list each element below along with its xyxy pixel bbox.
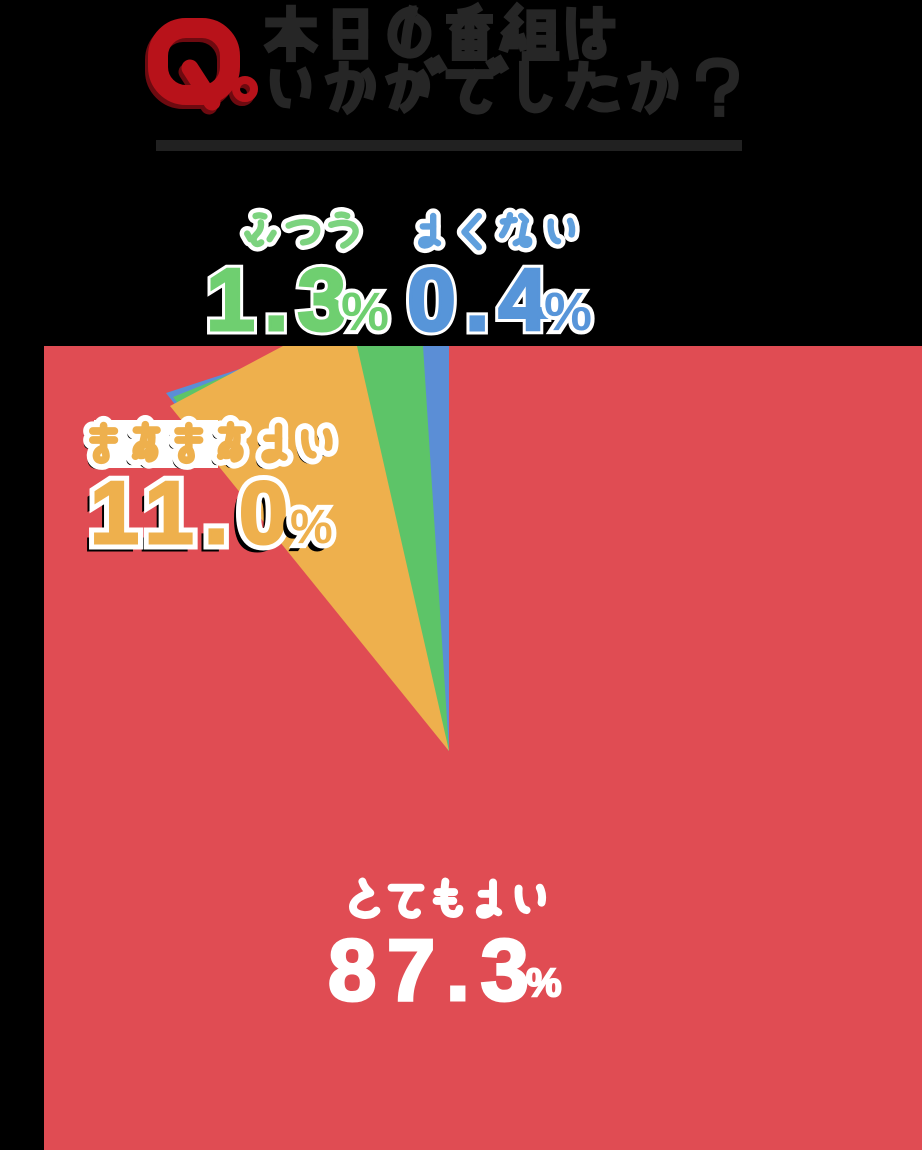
svg-text:11.0: 11.0 xyxy=(84,469,292,568)
svg-text:1.3: 1.3 xyxy=(206,250,355,349)
svg-text:87.3: 87.3 xyxy=(328,922,539,1019)
svg-text:%: % xyxy=(290,501,333,554)
svg-text:%: % xyxy=(544,282,592,342)
svg-text:%: % xyxy=(341,282,389,342)
svg-text:1.3: 1.3 xyxy=(206,250,355,349)
svg-text:%: % xyxy=(284,507,327,560)
svg-text:11.0: 11.0 xyxy=(90,463,298,562)
svg-text:0.4: 0.4 xyxy=(407,250,556,349)
svg-text:%: % xyxy=(341,282,389,342)
svg-text:%: % xyxy=(290,501,333,554)
svg-text:11.0: 11.0 xyxy=(90,463,298,562)
svg-text:0.4: 0.4 xyxy=(407,250,556,349)
svg-text:%: % xyxy=(526,961,562,1005)
svg-text:%: % xyxy=(544,282,592,342)
